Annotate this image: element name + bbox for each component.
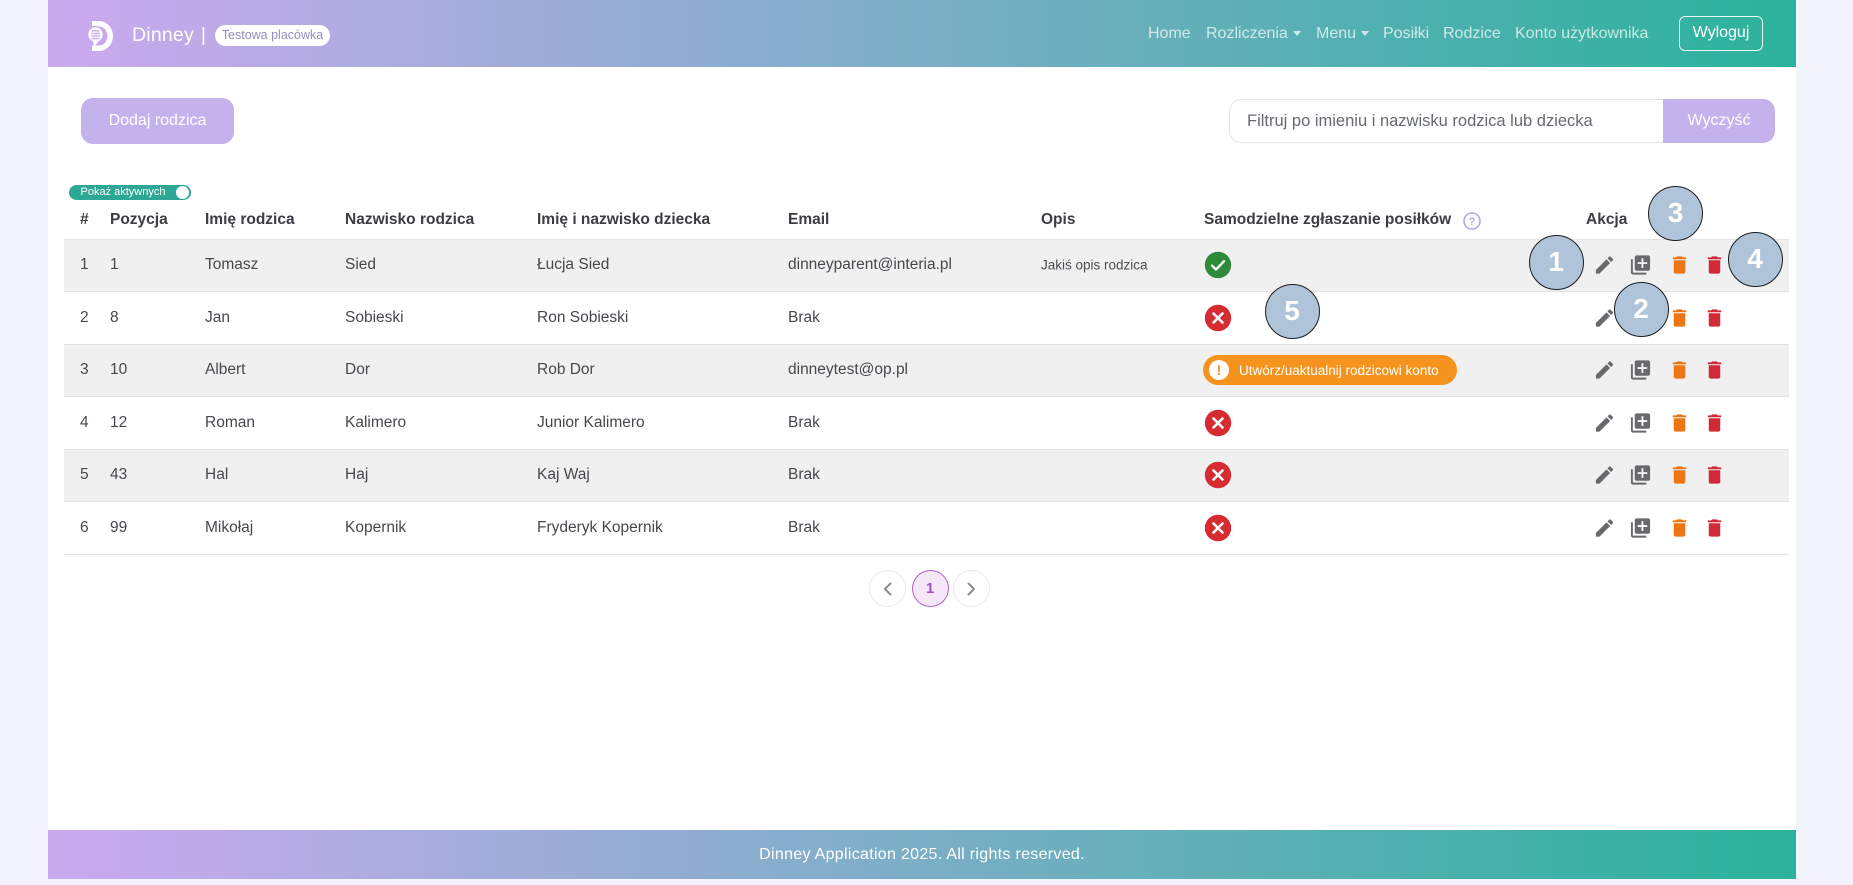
svg-text:?: ? (1468, 216, 1475, 228)
